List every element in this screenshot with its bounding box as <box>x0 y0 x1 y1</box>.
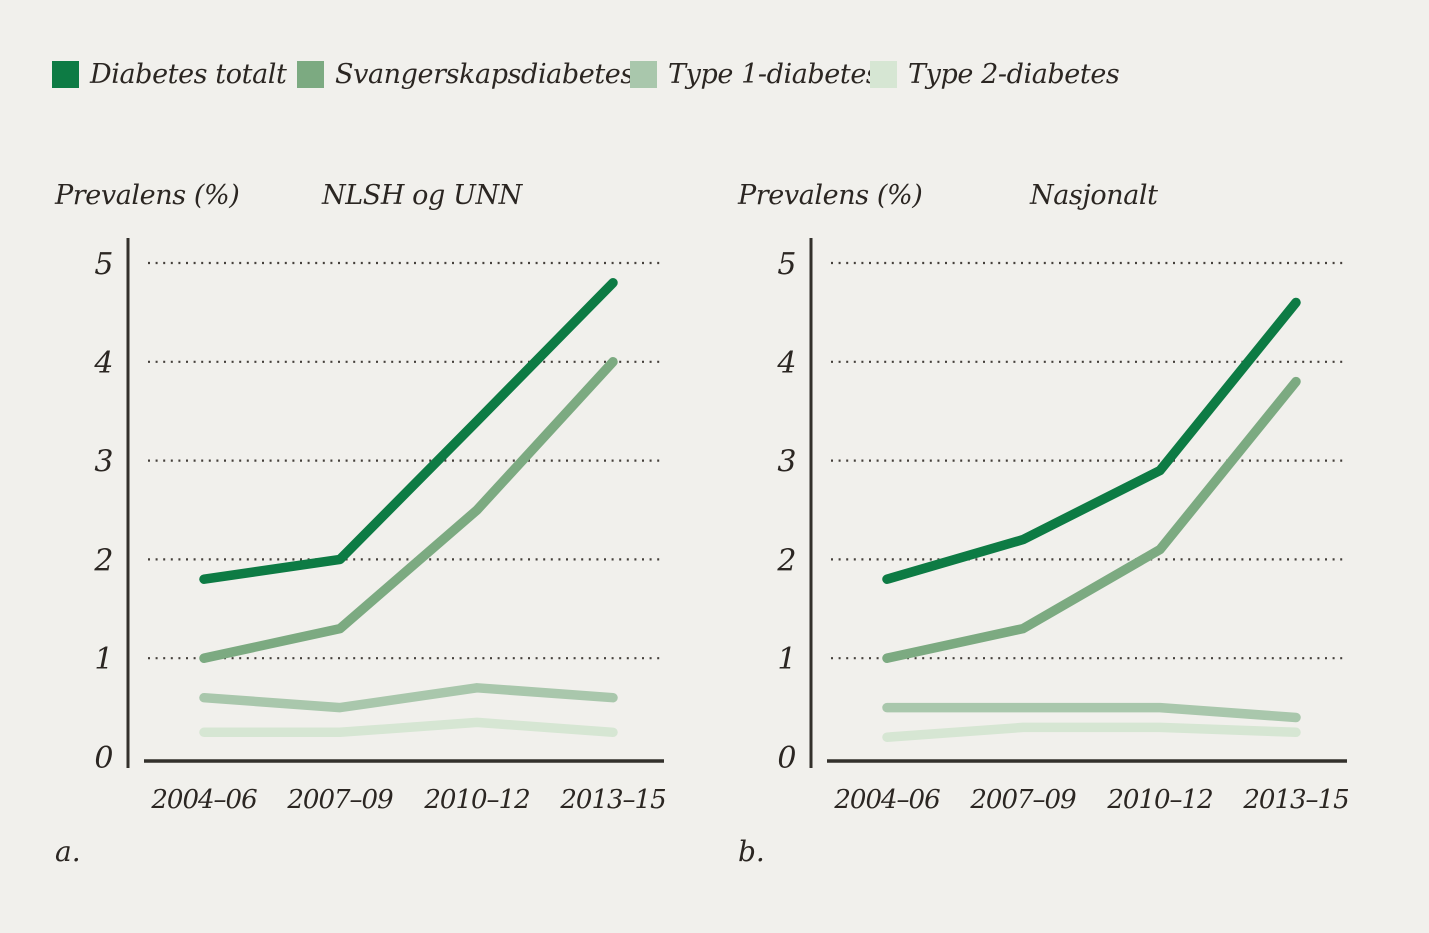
chart-a-header: Prevalens (%) NLSH og UNN <box>55 180 695 220</box>
y-tick-label-3: 3 <box>94 445 113 480</box>
legend-item-type-1-diabetes: Type 1-diabetes <box>630 59 880 90</box>
x-tick-label-2010-12: 2010–12 <box>423 785 530 815</box>
legend-label-diabetes-totalt: Diabetes totalt <box>90 59 287 90</box>
y-tick-label-1: 1 <box>94 642 113 677</box>
x-tick-label-2007-09: 2007–09 <box>969 785 1076 815</box>
y-tick-label-0: 0 <box>777 741 796 776</box>
chart-a-panel-letter: a. <box>55 835 81 868</box>
chart-b-title: Nasjonalt <box>1030 180 1158 211</box>
series-line-type-2-diabetes <box>199 717 618 738</box>
chart-a-title: NLSH og UNN <box>322 180 522 211</box>
legend-label-type-1-diabetes: Type 1-diabetes <box>668 59 880 90</box>
chart-panel-b: Prevalens (%) Nasjonalt 0 1 2 3 4 5 2004–06 200… <box>738 180 1378 880</box>
legend-swatch-type-1-diabetes <box>630 61 657 88</box>
x-tick-label-2013-15: 2013–15 <box>1242 785 1348 815</box>
x-tick-label-2004-06: 2004–06 <box>833 785 940 815</box>
legend-item-svangerskapsdiabetes: Svangerskapsdiabetes <box>297 59 634 90</box>
y-tick-label-4: 4 <box>776 346 796 381</box>
series-line-diabetes-totalt <box>882 297 1301 584</box>
x-tick-label-2010-12: 2010–12 <box>1106 785 1213 815</box>
chart-b-y-axis-title: Prevalens (%) <box>738 180 923 211</box>
y-tick-label-1: 1 <box>777 642 796 677</box>
y-tick-label-3: 3 <box>777 445 796 480</box>
chart-b-panel-letter: b. <box>738 835 765 868</box>
legend-swatch-diabetes-totalt <box>52 61 79 88</box>
series-line-svangerskapsdiabetes <box>882 376 1301 663</box>
series-line-type-1-diabetes <box>199 683 618 713</box>
chart-b-header: Prevalens (%) Nasjonalt <box>738 180 1378 220</box>
chart-a-y-axis-title: Prevalens (%) <box>55 180 240 211</box>
legend-swatch-type-2-diabetes <box>870 61 897 88</box>
series-line-svangerskapsdiabetes <box>199 357 618 663</box>
legend-label-type-2-diabetes: Type 2-diabetes <box>908 59 1120 90</box>
legend-label-svangerskapsdiabetes: Svangerskapsdiabetes <box>335 59 634 90</box>
y-tick-label-2: 2 <box>93 543 113 578</box>
y-tick-label-2: 2 <box>776 543 796 578</box>
x-tick-label-2004-06: 2004–06 <box>150 785 257 815</box>
y-tick-label-5: 5 <box>94 247 113 282</box>
chart-panel-a: Prevalens (%) NLSH og UNN 0 1 2 3 4 5 2004–06 2… <box>55 180 695 880</box>
series-line-diabetes-totalt <box>199 278 618 584</box>
x-tick-label-2013-15: 2013–15 <box>559 785 665 815</box>
series-line-type-1-diabetes <box>882 702 1301 723</box>
chart-a-plot: 0 1 2 3 4 5 2004–06 2007–09 2010–12 2013–15 <box>93 238 667 815</box>
y-tick-label-4: 4 <box>93 346 113 381</box>
chart-b-plot: 0 1 2 3 4 5 2004–06 2007–09 2010–12 2013–15 <box>776 238 1350 815</box>
series-line-type-2-diabetes <box>882 722 1301 742</box>
x-tick-label-2007-09: 2007–09 <box>286 785 393 815</box>
legend-item-diabetes-totalt: Diabetes totalt <box>52 59 287 90</box>
y-tick-label-0: 0 <box>94 741 113 776</box>
legend-swatch-svangerskapsdiabetes <box>297 61 324 88</box>
legend-item-type-2-diabetes: Type 2-diabetes <box>870 59 1120 90</box>
legend: Diabetes totalt Svangerskapsdiabetes Typ… <box>0 59 1429 91</box>
y-tick-label-5: 5 <box>777 247 796 282</box>
